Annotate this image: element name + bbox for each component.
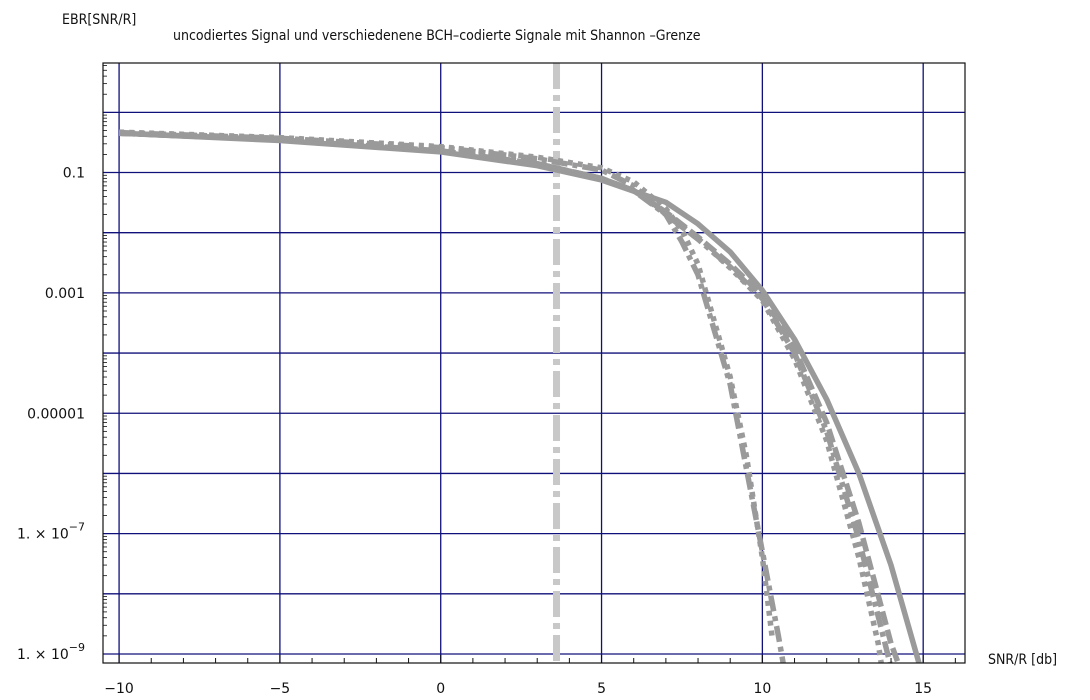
plot-border <box>102 62 966 664</box>
plot-frame <box>102 62 966 664</box>
curves <box>118 129 922 663</box>
curve-dashdot <box>118 130 893 663</box>
tick-labels: −10 −5 0 5 10 15 0.1 0.001 0.00001 1. × 10−7 1. × … <box>17 166 932 697</box>
curve-dashed <box>118 130 902 663</box>
x-tick-label: 5 <box>597 681 606 697</box>
y-tick-label: 0.1 <box>63 166 85 182</box>
grid <box>103 63 965 663</box>
x-tick-label: −10 <box>104 681 134 697</box>
chart-title: uncodiertes Signal und verschiedenene BC… <box>173 28 701 44</box>
curve-solid <box>118 130 922 663</box>
y-tick-label: 0.001 <box>45 286 85 302</box>
x-tick-label: 15 <box>914 681 932 697</box>
y-axis-label: EBR[SNR/R] <box>62 12 137 28</box>
x-axis-label: SNR/R [db] <box>988 652 1057 668</box>
x-tick-label: 10 <box>753 681 771 697</box>
curve-dotted <box>118 130 884 663</box>
x-tick-label: −5 <box>270 681 291 697</box>
y-tick-label: 1. × 10−9 <box>17 641 85 663</box>
y-tick-label: 1. × 10−7 <box>17 521 85 543</box>
x-tick-label: 0 <box>436 681 445 697</box>
y-tick-label: 0.00001 <box>27 406 85 422</box>
